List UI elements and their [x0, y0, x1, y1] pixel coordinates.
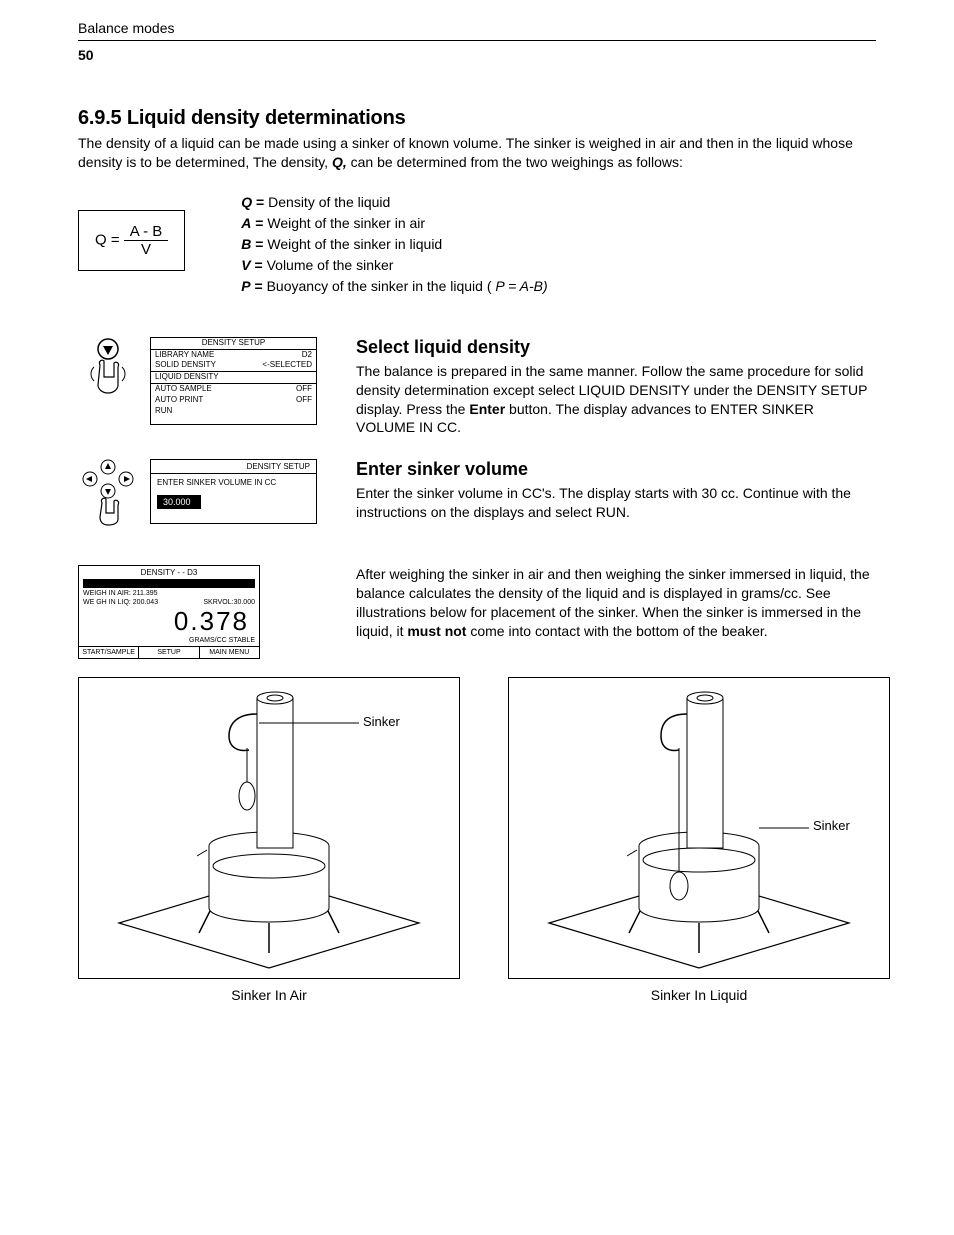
lcd-row-value: OFF — [296, 385, 312, 394]
caption-left: Sinker In Air — [231, 987, 306, 1003]
formula-box: Q = A - BV — [78, 210, 185, 271]
def-text: Weight of the sinker in liquid — [267, 236, 442, 252]
def-eq: = — [251, 257, 267, 273]
subsection-title: Enter sinker volume — [356, 459, 876, 480]
formula-numerator: A - B — [124, 223, 169, 241]
lcd-value-box: 30.000 — [157, 495, 201, 509]
lcd-progress-bar — [83, 579, 255, 588]
variable-definitions: Q = Density of the liquid A = Weight of … — [241, 192, 547, 297]
intro-paragraph: The density of a liquid can be made usin… — [78, 134, 876, 172]
subsection-body: The balance is prepared in the same mann… — [356, 362, 876, 438]
running-header: Balance modes — [78, 20, 876, 41]
def-eq: = — [251, 278, 267, 294]
section-heading: Liquid density determinations — [127, 107, 406, 129]
lcd-footer-item: MAIN MENU — [199, 647, 259, 658]
lcd-row-label: RUN — [155, 407, 172, 416]
lcd-units: GRAMS/CC STABLE — [79, 637, 259, 646]
lcd-title: DENSITY SETUP — [151, 460, 316, 474]
def-eq: = — [251, 236, 267, 252]
lcd-row-label: AUTO SAMPLE — [155, 385, 212, 394]
def-text: Volume of the sinker — [267, 257, 394, 273]
formula-denominator: V — [124, 241, 169, 258]
lcd-row-value: OFF — [296, 396, 312, 405]
body-text: come into contact with the bottom of the… — [466, 623, 767, 639]
lcd-big-value: 0.378 — [79, 606, 259, 637]
variable-q: Q, — [332, 154, 347, 170]
subsection-body: Enter the sinker volume in CC's. The dis… — [356, 484, 876, 522]
lcd-footer-item: START/SAMPLE — [79, 647, 138, 658]
def-var-p: P — [241, 278, 250, 294]
def-var-b: B — [241, 236, 251, 252]
formula-lhs: Q = — [95, 231, 124, 248]
section-number: 6.9.5 — [78, 107, 121, 129]
lcd-footer-item: SETUP — [138, 647, 198, 658]
lcd-row-label: LIQUID DENSITY — [155, 373, 219, 382]
intro-text-2: can be determined from the two weighings… — [347, 154, 683, 170]
subsection-title: Select liquid density — [356, 337, 876, 358]
formula-fraction: A - BV — [124, 223, 169, 258]
illus-label-sinker: Sinker — [813, 818, 850, 833]
def-var-q: Q — [241, 194, 252, 210]
lcd-row-value: D2 — [302, 351, 312, 360]
lcd-title: DENSITY SETUP — [151, 338, 316, 350]
lcd-result: DENSITY - - D3 WEIGH IN AIR: 211.395 WE … — [78, 565, 260, 659]
lcd-line-left: WE GH IN LIQ: 200.043 — [83, 599, 158, 606]
def-text: Density of the liquid — [268, 194, 390, 210]
def-var-v: V — [241, 257, 250, 273]
dpad-icon — [78, 459, 138, 529]
illustration-sinker-liquid: Sinker — [508, 677, 890, 979]
lcd-title: DENSITY - - D3 — [79, 566, 259, 579]
def-eq: = — [251, 215, 267, 231]
section-title: 6.9.5 Liquid density determinations — [78, 107, 876, 130]
def-text: Weight of the sinker in air — [267, 215, 425, 231]
lcd-density-setup: DENSITY SETUP LIBRARY NAME D2 SOLID DENSI… — [150, 337, 317, 426]
lcd-hint: ENTER SINKER VOLUME IN CC — [151, 474, 316, 495]
lcd-row-value: <-SELECTED — [262, 361, 312, 370]
press-down-icon — [78, 337, 138, 407]
lcd-footer: START/SAMPLE SETUP MAIN MENU — [79, 646, 259, 658]
illus-label-sinker: Sinker — [363, 714, 400, 729]
lcd-row-label: LIBRARY NAME — [155, 351, 214, 360]
lcd-row-label: AUTO PRINT — [155, 396, 203, 405]
lcd-row-label: SOLID DENSITY — [155, 361, 216, 370]
def-var-a: A — [241, 215, 251, 231]
lcd-line-right: SKRVOL:30.000 — [203, 599, 255, 606]
body-bold: Enter — [469, 401, 505, 417]
lcd-enter-volume: DENSITY SETUP ENTER SINKER VOLUME IN CC … — [150, 459, 317, 524]
caption-right: Sinker In Liquid — [651, 987, 748, 1003]
def-text: Buoyancy of the sinker in the liquid ( — [267, 278, 496, 294]
def-tail: P = A-B) — [495, 278, 547, 294]
illustration-sinker-air: Sinker — [78, 677, 460, 979]
after-paragraph: After weighing the sinker in air and the… — [356, 565, 876, 641]
lcd-line: WEIGH IN AIR: 211.395 — [79, 588, 259, 597]
page-number: 50 — [78, 47, 876, 63]
body-bold: must not — [407, 623, 466, 639]
def-eq: = — [252, 194, 268, 210]
